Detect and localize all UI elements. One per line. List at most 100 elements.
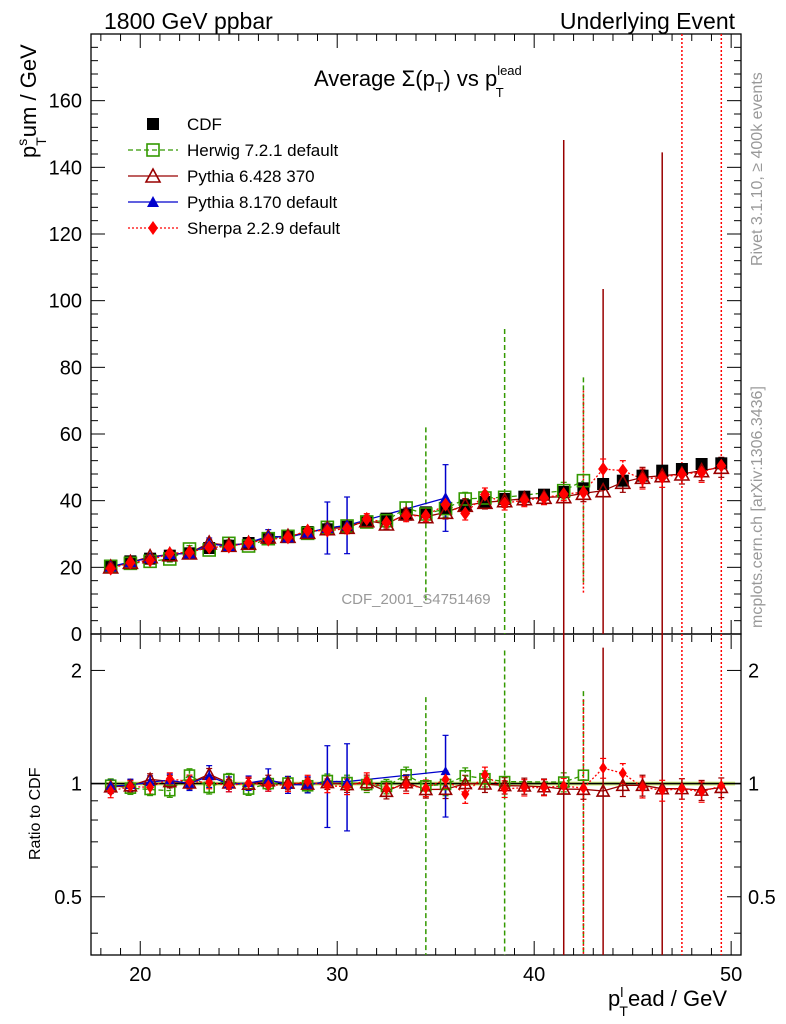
sherpa-point — [302, 523, 313, 538]
sherpa-ratio-point — [126, 780, 135, 793]
sherpa-ratio-point — [402, 778, 411, 791]
sherpa-ratio-point — [520, 781, 529, 794]
pythia8-ratio-point — [204, 771, 215, 781]
herwig-ratio-point — [459, 769, 472, 782]
legend-marker — [148, 221, 158, 235]
ratio-tick-label-right: 0.5 — [748, 887, 776, 909]
sherpa-point — [676, 467, 687, 481]
pythia6-ratio-point — [615, 777, 631, 792]
sherpa-point — [342, 521, 353, 536]
sherpa-ratio-point — [717, 779, 726, 792]
analysis-watermark: CDF_2001_S4751469 — [341, 591, 490, 608]
sherpa-ratio-point — [697, 785, 706, 798]
sherpa-ratio-point — [165, 772, 174, 785]
y-tick-label: 60 — [60, 424, 82, 446]
sherpa-ratio-point — [599, 762, 608, 775]
sherpa-ratio-point — [658, 784, 667, 797]
x-axis-label: pl Tead / GeV — [608, 984, 727, 1019]
sherpa-point — [499, 496, 510, 511]
sherpa-point — [263, 532, 274, 547]
energy-label: 1800 GeV ppbar — [104, 8, 273, 34]
legend-label: Sherpa 2.2.9 default — [187, 219, 340, 238]
pythia6-ratio-point — [359, 774, 375, 789]
herwig-ratio-line — [110, 773, 584, 792]
sherpa-point — [145, 553, 156, 568]
pythia8-line — [110, 497, 446, 568]
sherpa-ratio-point — [540, 781, 549, 794]
sherpa-ratio-point — [106, 784, 115, 797]
sherpa-point — [617, 463, 628, 478]
sherpa-ratio-point — [323, 779, 332, 792]
rivet-version-label: Rivet 3.1.10, ≥ 400k events — [749, 72, 766, 266]
sherpa-ratio-point — [382, 782, 391, 795]
y-tick-label: 0 — [71, 624, 82, 646]
sherpa-ratio-point — [303, 775, 312, 788]
sherpa-point — [479, 487, 490, 502]
y-tick-label: 20 — [60, 557, 82, 579]
pythia6-ratio-point — [477, 776, 493, 790]
legend-label: CDF — [187, 115, 222, 134]
sherpa-ratio-line — [110, 767, 722, 795]
sherpa-point — [716, 458, 727, 473]
sherpa-point — [657, 470, 668, 485]
y-tick-label: 80 — [60, 357, 82, 379]
herwig-ratio-point — [163, 784, 176, 797]
sherpa-ratio-point — [244, 777, 253, 790]
pythia6-ratio-point — [595, 783, 611, 797]
chart-title: Average Σ(pT) vs plead T — [314, 63, 522, 100]
legend-marker — [144, 167, 162, 183]
legend: CDF Herwig 7.2.1 default Pythia 6.428 370 P… — [128, 115, 340, 238]
sherpa-point — [460, 506, 471, 521]
pythia6-point — [437, 503, 454, 520]
sherpa-point — [223, 539, 234, 554]
x-tick-label: 40 — [523, 964, 545, 986]
sherpa-point — [164, 546, 175, 561]
legend-label: Herwig 7.2.1 default — [187, 141, 338, 160]
y-tick-label: 100 — [49, 291, 82, 313]
pythia6-point — [555, 487, 573, 504]
chart-header: 1800 GeV ppbar Underlying Event — [104, 8, 736, 34]
ratio-tick-label-right: 1 — [748, 774, 759, 796]
ratio-tick-label: 1 — [71, 774, 82, 796]
y-tick-label: 160 — [49, 91, 82, 113]
sherpa-point — [558, 487, 569, 501]
pythia6-ratio-point — [556, 781, 572, 795]
legend-label: Pythia 8.170 default — [187, 193, 338, 212]
legend-label: Pythia 6.428 370 — [187, 167, 315, 186]
pythia6-ratio-point — [300, 776, 316, 790]
sherpa-point — [204, 540, 215, 555]
legend-marker — [147, 196, 159, 207]
ratio-tick-label: 0.5 — [54, 887, 82, 909]
sherpa-point — [637, 472, 648, 486]
sherpa-ratio-point — [461, 788, 470, 801]
sherpa-ratio-point — [283, 778, 292, 791]
ratio-plot-frame — [90, 633, 742, 956]
sherpa-point — [184, 545, 195, 560]
sherpa-ratio-point — [638, 781, 647, 794]
ratio-tick-label: 2 — [71, 660, 82, 682]
sherpa-point — [105, 561, 116, 576]
sherpa-point — [539, 491, 550, 505]
pythia6-point — [594, 481, 612, 498]
x-tick-label: 50 — [720, 964, 742, 986]
sherpa-ratio-point — [579, 782, 588, 795]
sherpa-point — [696, 465, 707, 480]
cdf-point — [616, 474, 629, 487]
y-axis-label: ps Tum / GeV — [14, 44, 49, 158]
pythia6-ratio-point — [379, 783, 394, 798]
sherpa-ratio-point — [264, 779, 273, 792]
sherpa-point — [440, 497, 451, 512]
pythia8-point — [439, 492, 452, 503]
sherpa-point — [381, 515, 392, 530]
sherpa-ratio-point — [421, 782, 430, 795]
pythia6-point — [614, 473, 632, 490]
y-tick-label: 40 — [60, 491, 82, 513]
cdf-point — [478, 496, 491, 508]
sherpa-point — [361, 512, 372, 526]
pythia8-ratio-point — [440, 766, 451, 776]
y-tick-label: 120 — [49, 224, 82, 246]
x-tick-label: 30 — [326, 964, 348, 986]
herwig-point — [458, 492, 473, 506]
sherpa-point — [519, 493, 530, 507]
